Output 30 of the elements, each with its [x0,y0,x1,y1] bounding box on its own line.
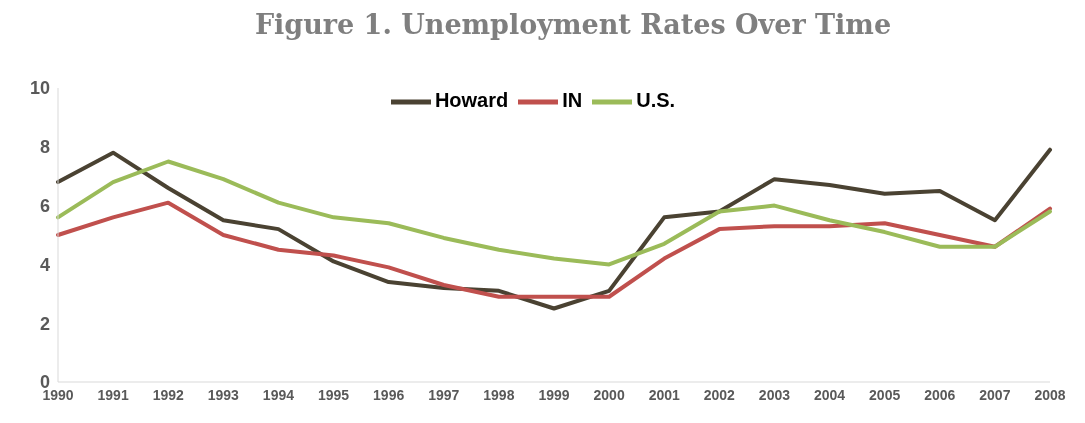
line-series [56,159,1052,267]
x-tick-label: 1997 [428,386,460,403]
y-tick-label: 6 [39,195,50,216]
x-tick-label: 2008 [1034,386,1066,403]
legend-label: U.S. [636,89,676,112]
x-tick-label: 1993 [207,386,240,403]
x-tick-label: 1998 [483,386,515,403]
x-tick-label: 2004 [813,386,846,403]
x-tick-label: 2002 [703,386,736,403]
chart-title: Figure 1. Unemployment Rates Over Time [253,8,893,42]
x-tick-label: 1996 [373,386,405,403]
x-tick-label: 1992 [152,386,184,403]
x-tick-label: 1994 [262,386,295,403]
x-tick-label: 2005 [869,386,901,403]
x-tick-label: 2006 [924,386,956,403]
legend-label: Howard [434,89,509,112]
x-tick-label: 2000 [593,386,625,403]
x-tick-label: 2001 [648,386,680,403]
y-tick-label: 10 [29,78,50,99]
line-series [56,200,1052,299]
line-series [56,147,1052,311]
x-tick-label: 2003 [758,386,791,403]
y-tick-label: 8 [39,137,50,158]
y-tick-label: 2 [39,313,50,334]
x-tick-label: 1999 [538,386,570,403]
x-tick-label: 2007 [979,386,1011,403]
x-tick-label: 1995 [317,386,350,403]
y-tick-label: 4 [39,254,50,275]
legend-label: IN [562,89,583,112]
x-tick-label: 1991 [97,386,129,403]
